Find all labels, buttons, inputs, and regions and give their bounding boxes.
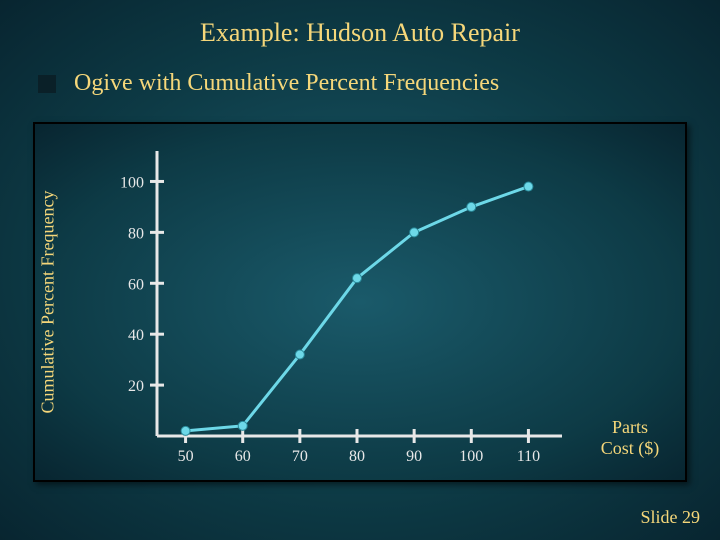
chart-inner: Cumulative Percent Frequency 20 40 60 80 100… — [35, 124, 685, 480]
x-axis-label: PartsCost ($) — [585, 417, 675, 460]
slide-number: Slide 29 — [640, 507, 700, 528]
svg-text:80: 80 — [128, 225, 144, 242]
subtitle-row: Ogive with Cumulative Percent Frequencie… — [0, 70, 720, 97]
svg-text:40: 40 — [128, 327, 144, 344]
svg-text:90: 90 — [406, 448, 422, 464]
svg-text:110: 110 — [517, 448, 540, 464]
chart-frame: Cumulative Percent Frequency 20 40 60 80 100… — [33, 122, 687, 482]
slide-title: Example: Hudson Auto Repair — [0, 0, 720, 48]
y-axis-label: Cumulative Percent Frequency — [38, 152, 59, 452]
svg-text:20: 20 — [128, 378, 144, 395]
svg-text:80: 80 — [349, 448, 365, 464]
svg-text:70: 70 — [292, 448, 308, 464]
bullet-square — [38, 75, 56, 93]
svg-text:60: 60 — [235, 448, 251, 464]
subtitle-text: Ogive with Cumulative Percent Frequencie… — [74, 70, 499, 97]
ogive-chart: 20 40 60 80 100 50 60 70 80 90 100 110 — [95, 134, 585, 464]
svg-text:60: 60 — [128, 276, 144, 293]
svg-text:50: 50 — [178, 448, 194, 464]
svg-text:100: 100 — [120, 174, 144, 191]
svg-text:100: 100 — [459, 448, 483, 464]
